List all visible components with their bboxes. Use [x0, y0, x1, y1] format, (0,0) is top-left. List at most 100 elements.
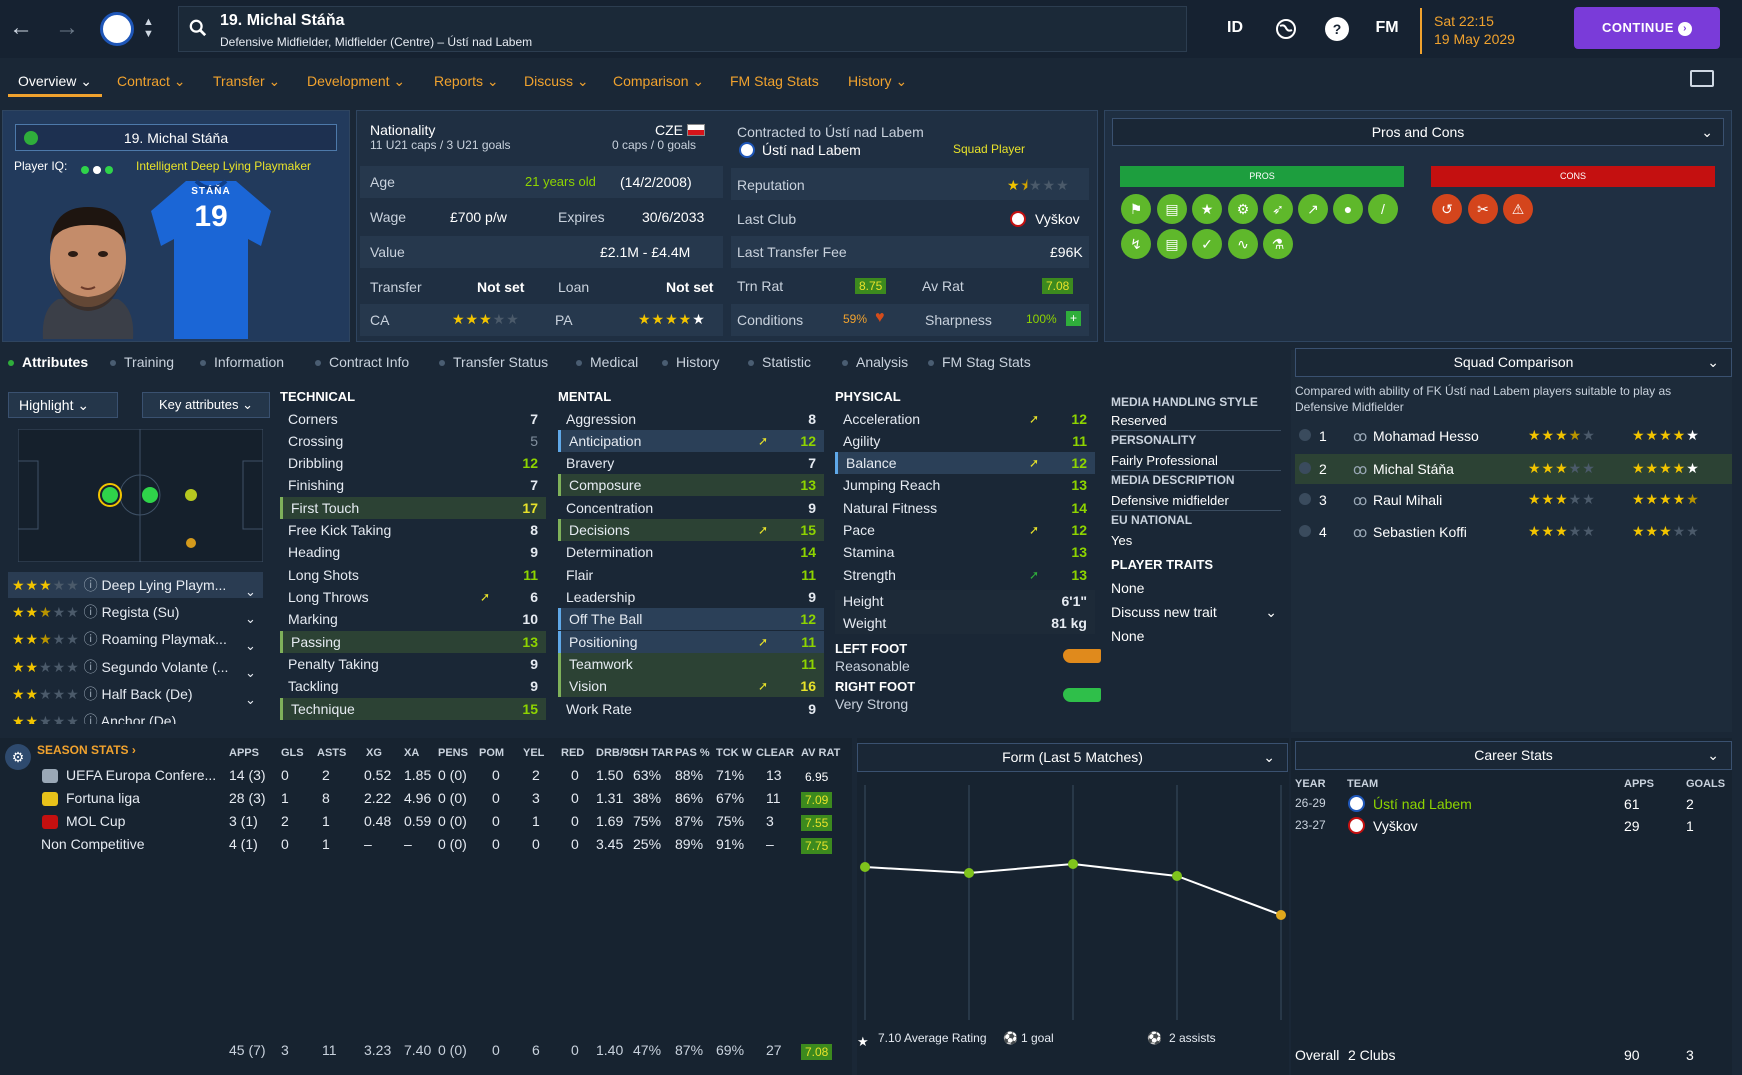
attr-balance[interactable]: Balance ➚ 12 [835, 452, 1095, 474]
attr-finishing[interactable]: Finishing 7 [288, 477, 538, 493]
continue-button[interactable]: CONTINUE › [1574, 7, 1720, 49]
last-club-value[interactable]: Vyškov [1035, 211, 1080, 227]
comparison-row-4[interactable]: 4 ꝏ Sebastien Koffi ★★★★★ ★★★★★ [1295, 519, 1732, 547]
pro-trend-icon[interactable]: ↗ [1298, 194, 1328, 224]
col-asts[interactable]: ASTS [317, 747, 347, 759]
col-pas[interactable]: PAS % [675, 747, 710, 759]
role-item-1[interactable]: ★★★★★ ⓘ Deep Lying Playm... [12, 577, 227, 593]
col-drb90[interactable]: DRB/90 [596, 747, 636, 759]
subtab-analysis[interactable]: Analysis [842, 354, 908, 370]
attr-flair[interactable]: Flair 11 [566, 567, 816, 583]
club-switch-chevron-icon[interactable]: ▲ ▼ [143, 16, 154, 40]
forward-arrow-icon[interactable]: → [55, 14, 79, 41]
stats-competition-1[interactable]: UEFA Europa Confere... [66, 767, 217, 783]
menu-transfer[interactable]: Transfer ⌄ [213, 73, 281, 89]
attr-dribbling[interactable]: Dribbling 12 [288, 455, 538, 471]
col-xa[interactable]: XA [404, 747, 420, 759]
fm-menu-button[interactable]: FM [1375, 19, 1399, 36]
attr-agility[interactable]: Agility 11 [843, 433, 1087, 449]
subtab-contract-info[interactable]: Contract Info [315, 354, 409, 370]
form-dropdown[interactable]: Form (Last 5 Matches) ⌄ [857, 743, 1288, 772]
back-arrow-icon[interactable]: ← [9, 14, 33, 41]
col-apps[interactable]: APPS [229, 747, 259, 759]
pro-icon-5[interactable]: ➶ [1263, 194, 1293, 224]
role-chevrons[interactable]: ⌄ ⌄ ⌄ ⌄ ⌄ [245, 584, 256, 707]
career-col-year[interactable]: YEAR [1295, 778, 1326, 790]
subtab-information[interactable]: Information [200, 354, 284, 370]
attr-strength[interactable]: Strength ➚ 13 [835, 564, 1095, 586]
attr-stamina[interactable]: Stamina 13 [843, 544, 1087, 560]
attr-aggression[interactable]: Aggression 8 [566, 411, 816, 427]
help-icon[interactable]: ? [1325, 17, 1349, 41]
attr-corners[interactable]: Corners 7 [288, 411, 538, 427]
attr-long-throws[interactable]: Long Throws ➚ 6 [280, 586, 546, 608]
attr-concentration[interactable]: Concentration 9 [566, 500, 816, 516]
attr-tackling[interactable]: Tackling 9 [288, 678, 538, 694]
menu-overview[interactable]: Overview ⌄ [18, 73, 92, 89]
club-crest-icon[interactable] [100, 12, 134, 46]
attr-long-shots[interactable]: Long Shots 11 [288, 567, 538, 583]
col-pens[interactable]: PENS [438, 747, 468, 759]
attr-first-touch[interactable]: First Touch 17 [280, 497, 546, 519]
stats-competition-3[interactable]: MOL Cup [66, 813, 126, 829]
season-stats-title[interactable]: SEASON STATS › [37, 743, 136, 757]
pros-cons-dropdown[interactable]: Pros and Cons ⌄ [1112, 118, 1724, 146]
role-item-2[interactable]: ★★★★★ ⓘ Regista (Su) [12, 604, 180, 620]
pro-icon-10[interactable]: ▤ [1157, 229, 1187, 259]
role-item-3[interactable]: ★★★★★ ⓘ Roaming Playmak... [12, 631, 227, 647]
attr-penalty-taking[interactable]: Penalty Taking 9 [288, 656, 538, 672]
subtab-history[interactable]: History [662, 354, 720, 370]
game-date[interactable]: Sat 22:15 19 May 2029 [1420, 8, 1560, 54]
pro-brain-icon[interactable]: ● [1333, 194, 1363, 224]
attr-passing[interactable]: Passing 13 [280, 631, 546, 653]
role-item-4[interactable]: ★★★★★ ⓘ Segundo Volante (... [12, 659, 229, 675]
attr-jumping-reach[interactable]: Jumping Reach 13 [843, 477, 1087, 493]
stats-competition-2[interactable]: Fortuna liga [66, 790, 140, 806]
career-col-goals[interactable]: GOALS [1686, 778, 1726, 790]
attr-natural-fitness[interactable]: Natural Fitness 14 [843, 500, 1087, 516]
career-team-1[interactable]: Ústí nad Labem [1373, 796, 1472, 812]
col-pom[interactable]: POM [479, 747, 505, 759]
settings-gear-icon[interactable]: ⚙ [5, 744, 31, 770]
career-dropdown[interactable]: Career Stats ⌄ [1295, 741, 1732, 770]
con-icon-2[interactable]: ✂ [1468, 194, 1498, 224]
stats-competition-4[interactable]: Non Competitive [41, 836, 145, 852]
menu-contract[interactable]: Contract ⌄ [117, 73, 186, 89]
subtab-attributes[interactable]: Attributes [8, 354, 88, 370]
menu-discuss[interactable]: Discuss ⌄ [524, 73, 589, 89]
col-sh-tar[interactable]: SH TAR [633, 747, 674, 759]
monitor-icon[interactable] [1690, 70, 1714, 87]
menu-development[interactable]: Development ⌄ [307, 73, 406, 89]
pro-icon-11[interactable]: ✓ [1192, 229, 1222, 259]
menu-comparison[interactable]: Comparison ⌄ [613, 73, 705, 89]
col-tck-w[interactable]: TCK W [716, 747, 753, 759]
col-yel[interactable]: YEL [523, 747, 545, 759]
subtab-transfer-status[interactable]: Transfer Status [439, 354, 548, 370]
attr-work-rate[interactable]: Work Rate 9 [566, 701, 816, 717]
pro-icon-9[interactable]: ↯ [1121, 229, 1151, 259]
squad-comparison-dropdown[interactable]: Squad Comparison ⌄ [1295, 348, 1732, 377]
attr-anticipation[interactable]: Anticipation ➚ 12 [558, 430, 824, 452]
discuss-trait-dropdown[interactable]: Discuss new trait ⌄ [1111, 604, 1281, 620]
subtab-medical[interactable]: Medical [576, 354, 638, 370]
pro-icon-1[interactable]: ⚑ [1121, 194, 1151, 224]
attr-pace[interactable]: Pace ➚ 12 [835, 519, 1095, 541]
attr-decisions[interactable]: Decisions ➚ 15 [558, 519, 824, 541]
subtab-fm-stag-stats[interactable]: FM Stag Stats [928, 354, 1031, 370]
pro-flask-icon[interactable]: ⚗ [1263, 229, 1293, 259]
attr-determination[interactable]: Determination 14 [566, 544, 816, 560]
col-gls[interactable]: GLS [281, 747, 304, 759]
role-item-5[interactable]: ★★★★★ ⓘ Half Back (De) [12, 686, 193, 702]
attr-marking[interactable]: Marking 10 [288, 611, 538, 627]
col-red[interactable]: RED [561, 747, 585, 759]
attr-leadership[interactable]: Leadership 9 [566, 589, 816, 605]
attr-crossing[interactable]: Crossing 5 [288, 433, 538, 449]
globe-icon[interactable] [1275, 18, 1297, 40]
id-button[interactable]: ID [1227, 19, 1243, 36]
highlight-dropdown[interactable]: Highlight ⌄ [8, 392, 118, 418]
career-col-team[interactable]: TEAM [1347, 778, 1379, 790]
menu-reports[interactable]: Reports ⌄ [434, 73, 499, 89]
con-icon-3[interactable]: ⚠ [1503, 194, 1533, 224]
player-search-box[interactable]: 19. Michal Stáňa Defensive Midfielder, M… [178, 6, 1187, 52]
comparison-row-3[interactable]: 3 ꝏ Raul Mihali ★★★★★ ★★★★★ [1295, 487, 1732, 515]
